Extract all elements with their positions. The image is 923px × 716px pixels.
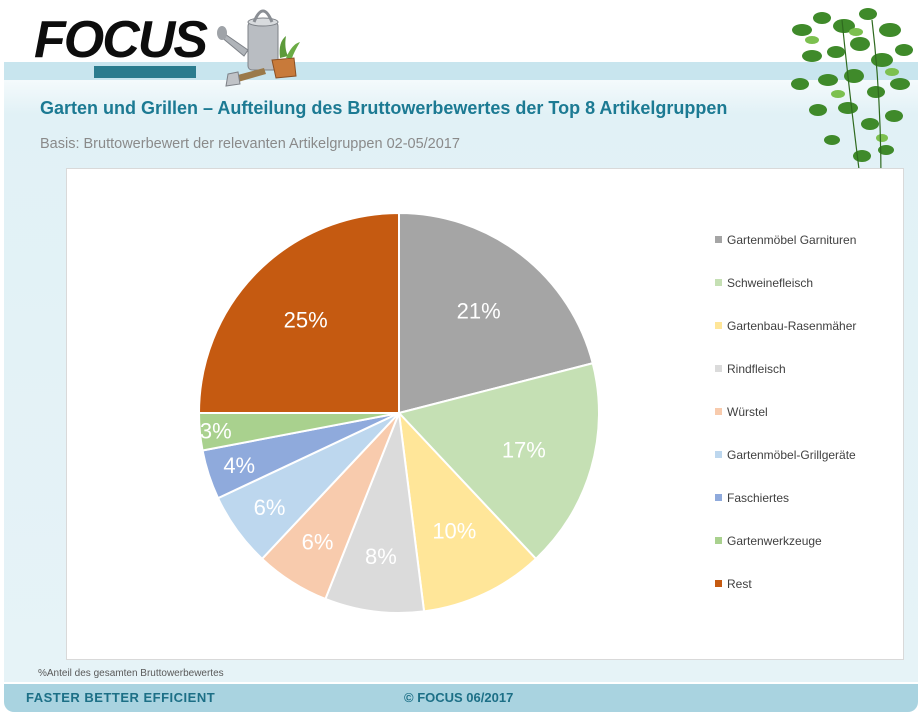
footer-copyright: © FOCUS 06/2017 <box>404 690 514 705</box>
footer-tagline: FASTER BETTER EFFICIENT <box>26 690 216 705</box>
legend-item: Würstel <box>715 405 895 448</box>
slice-data-label: 6% <box>254 495 286 520</box>
legend-label: Schweinefleisch <box>727 276 814 290</box>
hanging-plant-icon <box>791 8 913 272</box>
chart-legend: Gartenmöbel Garnituren Schweinefleisch Gar… <box>715 233 895 620</box>
slice-data-label: 17% <box>502 437 546 462</box>
legend-swatch <box>715 537 722 545</box>
legend-label: Gartenwerkzeuge <box>727 534 822 548</box>
legend-swatch <box>715 279 722 287</box>
slice-data-label: 21% <box>457 298 501 323</box>
slice-data-label: 4% <box>223 453 255 478</box>
legend-item: Gartenmöbel Garnituren <box>715 233 895 276</box>
legend-swatch <box>715 236 722 244</box>
pie-slice <box>397 362 600 561</box>
legend-item: Gartenbau-Rasenmäher <box>715 319 895 362</box>
legend-swatch <box>715 322 722 330</box>
logo-bar <box>94 66 196 78</box>
slice-data-label: 25% <box>284 308 328 333</box>
legend-label: Gartenmöbel-Grillgeräte <box>727 448 856 462</box>
page-title: Garten und Grillen – Aufteilung des Brut… <box>40 98 728 118</box>
logo-text: FOCUS <box>34 11 208 69</box>
legend-swatch <box>715 408 722 416</box>
slice-data-label: 8% <box>365 544 397 569</box>
legend-swatch <box>715 494 722 502</box>
pie-slice <box>397 410 538 613</box>
slice-data-label: 10% <box>432 519 476 544</box>
focus-logo: FOCUS <box>34 14 208 82</box>
footer-bar <box>4 684 918 712</box>
legend-label: Faschiertes <box>727 491 790 505</box>
legend-label: Rindfleisch <box>727 362 786 376</box>
watering-can-icon <box>217 9 300 87</box>
pie-slice <box>197 211 400 414</box>
chart-area: 21% 17% 10% 8% 6% 6% 4% 3% 25% Gartenmöbel Garni… <box>66 168 904 660</box>
pie-slice <box>398 211 594 415</box>
legend-label: Rest <box>727 577 752 591</box>
legend-item: Gartenmöbel-Grillgeräte <box>715 448 895 491</box>
legend-item: Rindfleisch <box>715 362 895 405</box>
pie-slice <box>324 412 426 614</box>
footnote: %Anteil des gesamten Bruttowerbewertes <box>38 668 224 679</box>
legend-item: Faschiertes <box>715 491 895 534</box>
legend-item: Gartenwerkzeuge <box>715 534 895 577</box>
slice-data-label: 3% <box>200 418 232 443</box>
legend-swatch <box>715 451 722 459</box>
pie-chart: 21% 17% 10% 8% 6% 6% 4% 3% 25% <box>197 211 600 614</box>
page-subtitle: Basis: Bruttowerbewert der relevanten Ar… <box>40 136 460 152</box>
legend-label: Gartenmöbel Garnituren <box>727 233 857 247</box>
legend-swatch <box>715 580 722 588</box>
legend-label: Würstel <box>727 405 768 419</box>
legend-item: Rest <box>715 577 895 620</box>
legend-swatch <box>715 365 722 373</box>
slice-data-label: 6% <box>302 529 334 554</box>
legend-label: Gartenbau-Rasenmäher <box>727 319 857 333</box>
legend-item: Schweinefleisch <box>715 276 895 319</box>
